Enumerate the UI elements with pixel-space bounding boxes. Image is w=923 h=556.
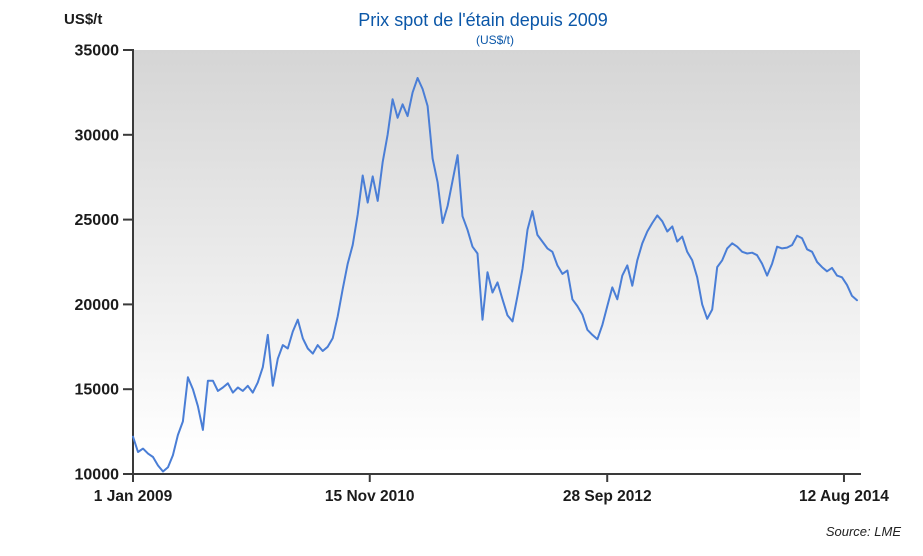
chart-subtitle: (US$/t) <box>475 33 514 47</box>
plot-area <box>134 50 860 474</box>
x-tick-label: 12 Aug 2014 <box>799 488 889 505</box>
x-tick-label: 15 Nov 2010 <box>325 488 415 505</box>
y-tick-label: 35000 <box>75 43 120 60</box>
price-line <box>132 77 858 473</box>
y-tick-label: 10000 <box>75 467 120 484</box>
y-tick-label: 30000 <box>75 127 120 144</box>
y-axis-unit-label: US$/t <box>64 11 103 28</box>
y-tick-label: 25000 <box>75 212 120 229</box>
source-label: Source: LME <box>825 524 901 539</box>
y-tick-label: 15000 <box>75 382 120 399</box>
x-tick-label: 28 Sep 2012 <box>563 488 652 505</box>
x-tick-label: 1 Jan 2009 <box>94 488 173 505</box>
y-tick-label: 20000 <box>75 297 120 314</box>
chart-title: Prix spot de l'étain depuis 2009 <box>358 10 608 30</box>
